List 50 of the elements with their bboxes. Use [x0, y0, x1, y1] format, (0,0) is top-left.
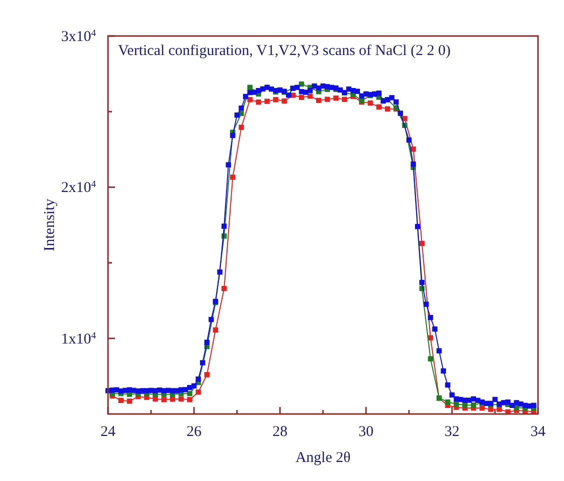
- point: [488, 406, 494, 412]
- point: [308, 94, 313, 99]
- point: [298, 94, 304, 100]
- point: [454, 401, 459, 407]
- point: [273, 97, 278, 102]
- x-tick-label: 28: [272, 424, 288, 440]
- point: [118, 398, 124, 403]
- point: [212, 327, 218, 333]
- point: [247, 97, 252, 102]
- point: [333, 96, 338, 101]
- point: [264, 98, 270, 104]
- point: [187, 397, 192, 402]
- x-tick-label: 32: [444, 424, 460, 440]
- point: [187, 390, 192, 396]
- point: [161, 397, 166, 402]
- point: [342, 96, 348, 102]
- point: [196, 389, 201, 395]
- point: [376, 104, 382, 110]
- point: [290, 92, 296, 98]
- point: [170, 396, 176, 402]
- point: [368, 100, 373, 106]
- x-axis-title: Angle 2θ: [295, 450, 351, 466]
- point: [316, 98, 322, 104]
- point: [238, 124, 244, 130]
- x-tick-label: 26: [186, 424, 202, 440]
- y-tick-label: 2x10$^{4}$: [61, 178, 96, 196]
- text: Vertical configuration, V1,V2,V3 scans of NaCl (2 2 0): [118, 43, 451, 59]
- x-tick-label: 30: [358, 424, 374, 440]
- y-axis-title: Intensity: [42, 198, 58, 252]
- y-tick-label: 3x10$^{4}$: [61, 28, 96, 45]
- point: [222, 286, 227, 292]
- point: [428, 335, 434, 340]
- point: [384, 106, 390, 112]
- y-tick-label: 1x10$^{4}$: [61, 330, 96, 348]
- point: [256, 99, 262, 105]
- point: [282, 98, 287, 104]
- point: [496, 406, 502, 412]
- point: [126, 398, 132, 404]
- point: [247, 84, 252, 90]
- point: [324, 96, 330, 102]
- x-tick-label: 34: [530, 424, 546, 440]
- point: [428, 356, 434, 362]
- point: [445, 399, 450, 405]
- point: [230, 174, 236, 180]
- point: [204, 372, 210, 378]
- point: [178, 396, 184, 402]
- point: [152, 396, 158, 402]
- point: [480, 405, 485, 411]
- point: [419, 240, 424, 246]
- x-tick-label: 24: [100, 424, 116, 440]
